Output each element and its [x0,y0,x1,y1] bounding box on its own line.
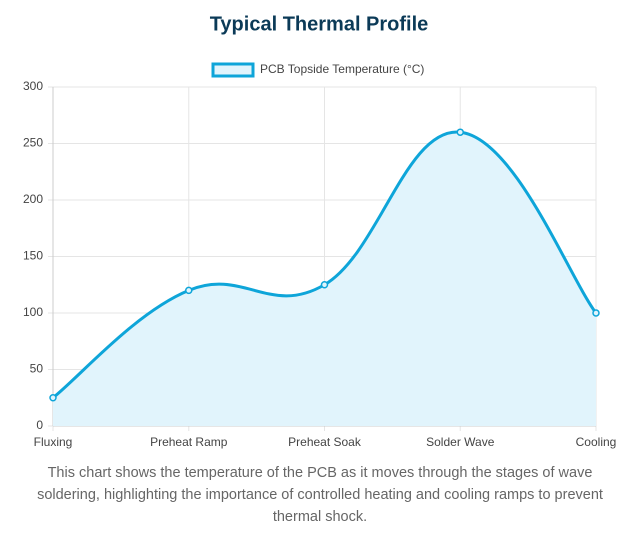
x-tick-label: Solder Wave [426,435,495,449]
y-tick-label: 150 [23,249,43,263]
y-tick-label: 50 [30,362,44,376]
legend-swatch [211,62,255,78]
point [185,286,193,295]
x-tick-label: Preheat Soak [288,435,362,449]
y-tick-label: 300 [23,79,43,93]
x-tick-label: Preheat Ramp [150,435,228,449]
point [592,309,600,317]
y-tick-label: 250 [23,136,43,150]
y-tick-label: 200 [23,192,43,206]
point [320,281,329,289]
chart: Typical Thermal Profile 0 50 100 150 200 250 3… [23,13,617,449]
line [52,130,598,399]
point [49,394,57,402]
legend-label: PCB Topside Temperature (°C) [260,62,424,76]
chart-title: Typical Thermal Profile [210,13,429,35]
point [456,128,464,136]
area [53,132,596,427]
x-tick-label: Fluxing [34,435,73,449]
x-tick-label: Cooling [576,435,617,449]
caption: This chart shows the temperature of the … [37,465,603,525]
y-tick-label: 0 [36,418,43,432]
y-tick-label: 100 [23,305,43,319]
